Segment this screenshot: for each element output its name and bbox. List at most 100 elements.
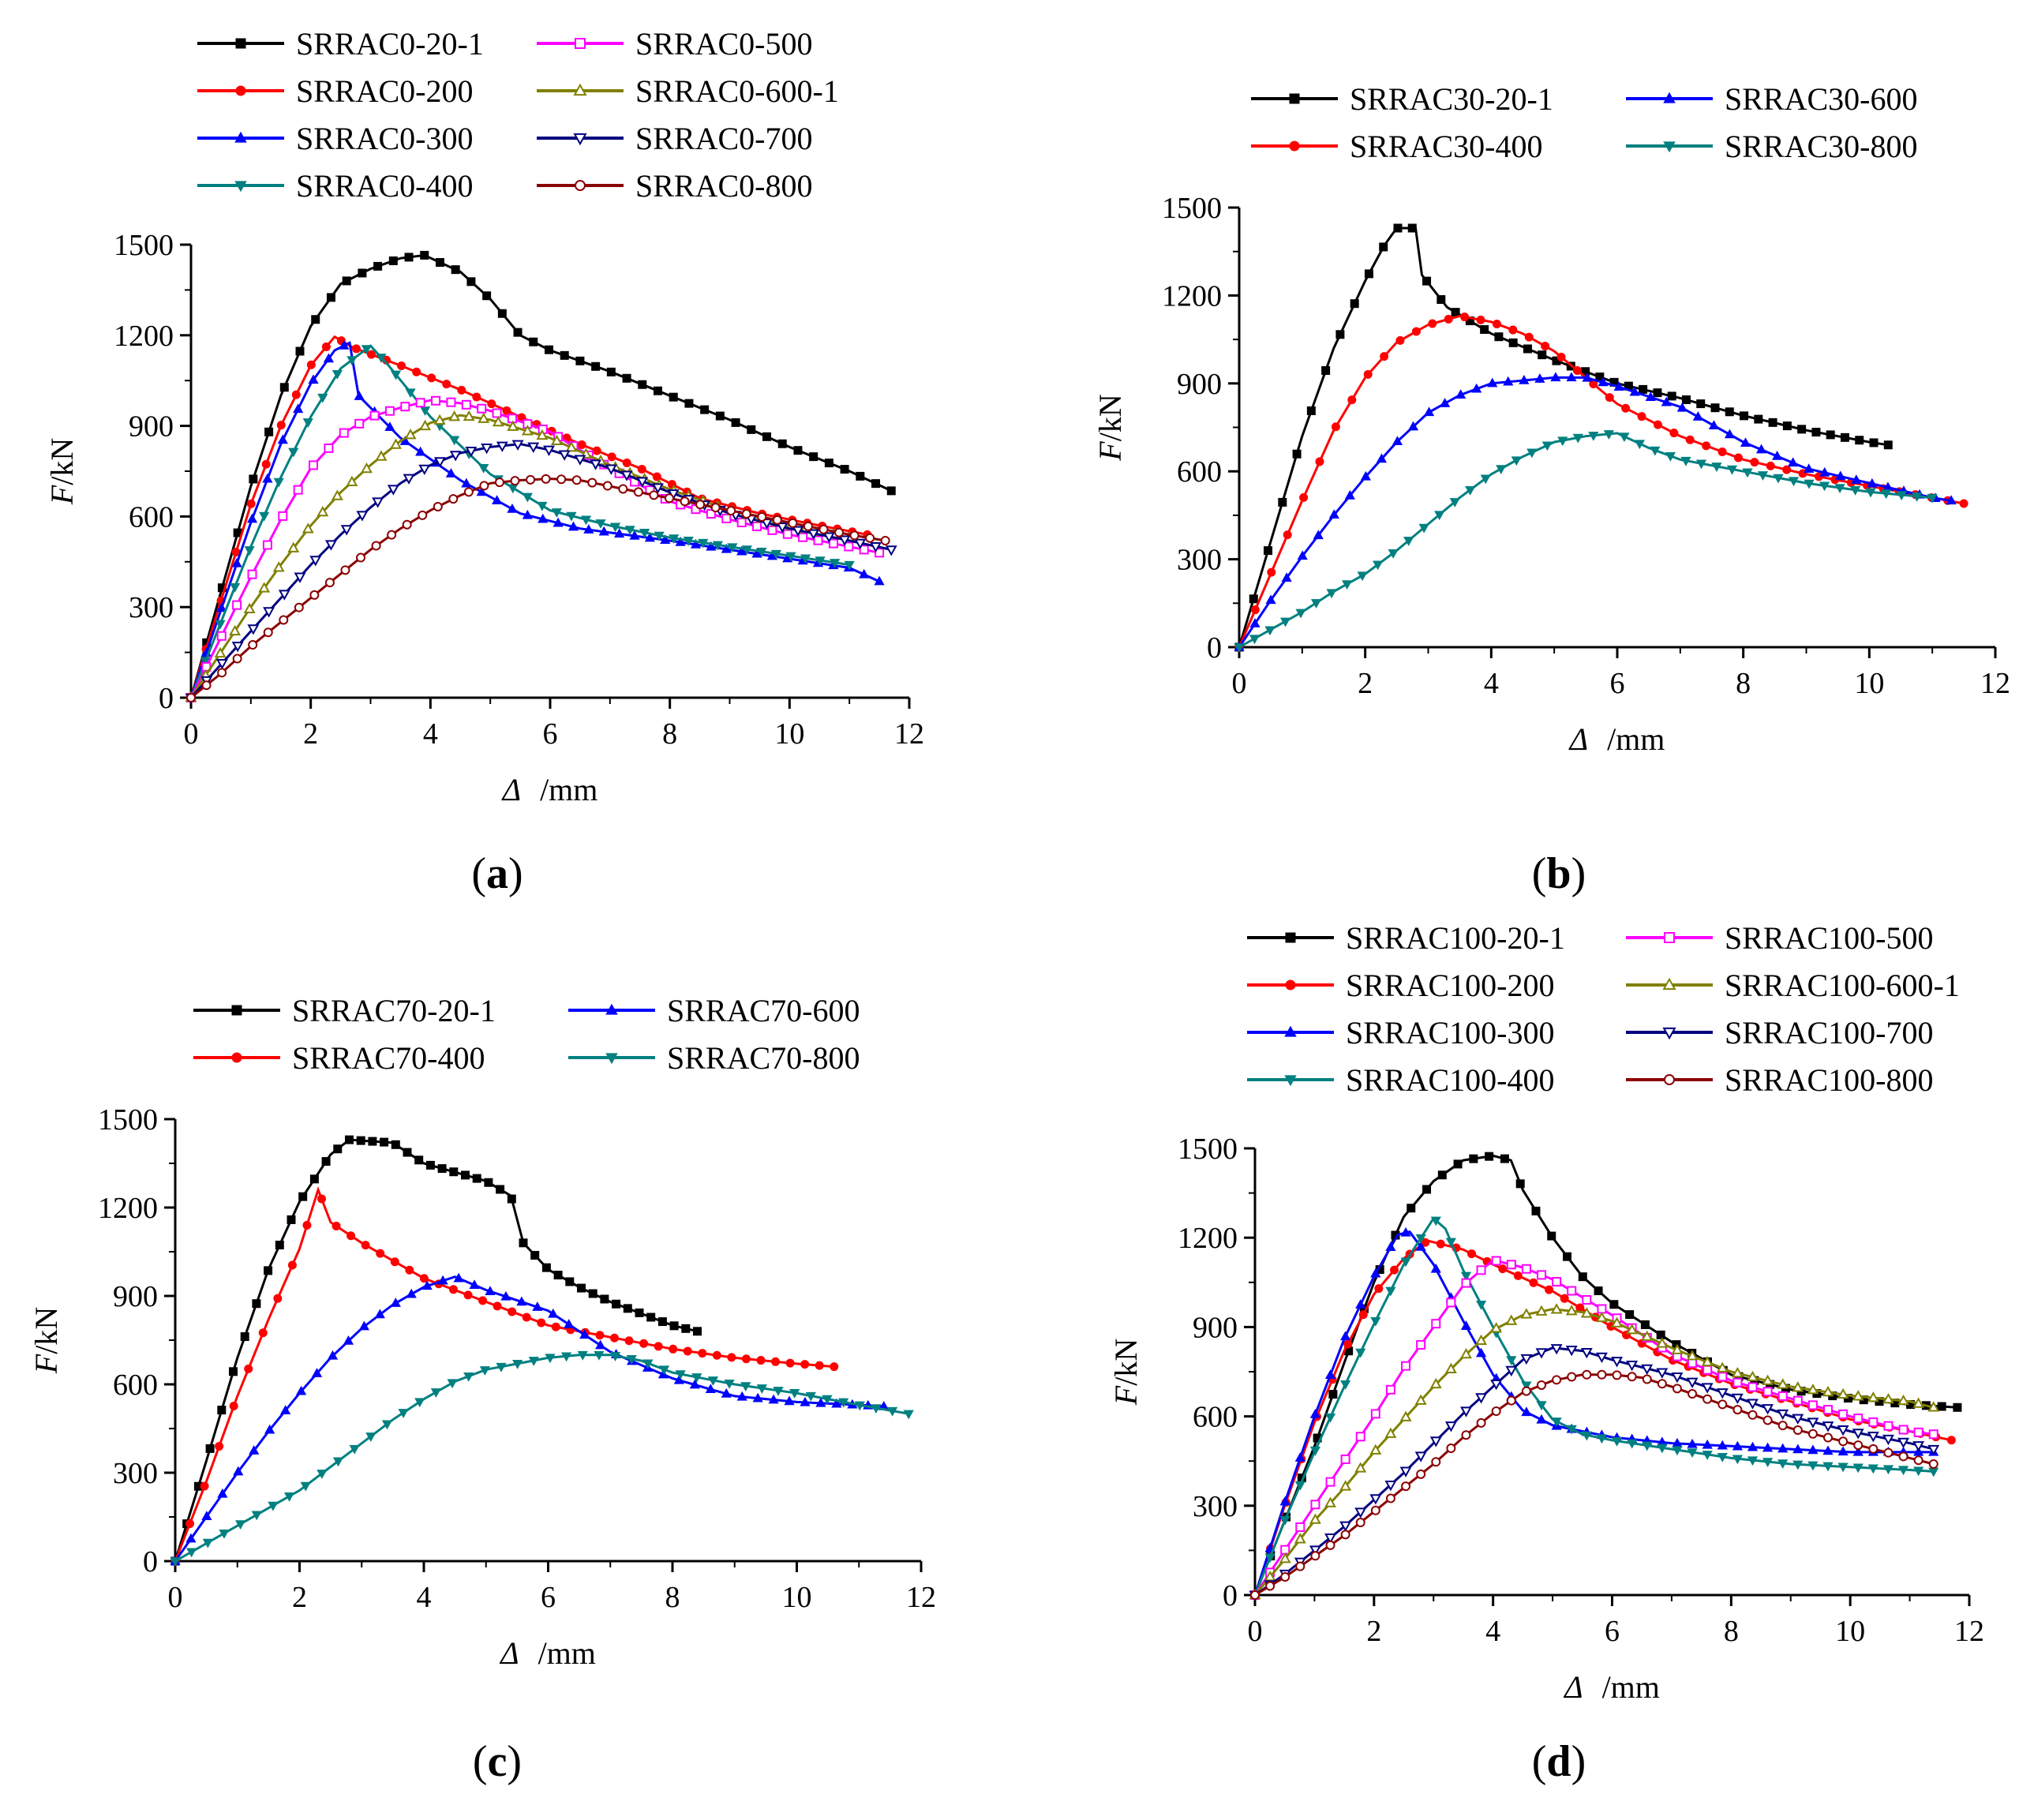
series-marker: [665, 494, 673, 502]
legend-label: SRRAC100-400: [1346, 1062, 1555, 1098]
series-marker: [1641, 1320, 1649, 1328]
series-marker: [566, 1278, 574, 1286]
series-marker: [1342, 1455, 1350, 1463]
legend-swatch-marker: [1290, 94, 1299, 103]
series-marker: [309, 461, 317, 469]
series-marker: [727, 507, 735, 515]
series-marker: [1372, 1410, 1380, 1417]
x-tick-label: 6: [543, 717, 558, 751]
series-marker: [1341, 1331, 1350, 1339]
series-marker: [825, 459, 833, 467]
x-tick-label: 2: [1358, 667, 1373, 700]
y-tick-label: 1200: [98, 1192, 158, 1225]
series-marker: [1583, 1296, 1590, 1304]
series-marker: [1869, 1445, 1877, 1453]
series-marker: [234, 655, 242, 663]
x-tick-label: 4: [1484, 667, 1499, 700]
series-marker: [1960, 500, 1968, 507]
series-marker: [887, 487, 895, 495]
series-marker: [578, 1284, 586, 1292]
series-marker: [279, 616, 287, 624]
series-marker: [1915, 1429, 1923, 1436]
y-tick-label: 600: [113, 1369, 158, 1402]
x-axis-symbol: Δ: [501, 772, 521, 807]
series-marker: [1470, 1155, 1478, 1163]
series-marker: [1594, 1287, 1602, 1295]
series-marker: [186, 1520, 194, 1528]
series-marker: [804, 522, 812, 530]
series-marker: [326, 579, 334, 586]
series-marker: [619, 485, 627, 492]
x-tick-label: 2: [303, 717, 318, 751]
series-marker: [650, 491, 657, 499]
series-marker: [1493, 1407, 1500, 1415]
series-marker: [493, 409, 501, 417]
y-tick-label: 900: [129, 410, 174, 444]
series-marker: [1251, 606, 1259, 614]
series-marker: [426, 1161, 434, 1169]
series-marker: [371, 412, 379, 420]
x-axis-title: Δ/mm: [501, 772, 598, 807]
series-marker: [438, 1165, 446, 1173]
panel-label-paren: (: [1532, 849, 1547, 898]
series-marker: [415, 1156, 423, 1164]
series-marker: [728, 1354, 736, 1361]
series-marker: [277, 421, 285, 429]
series-marker: [1523, 1387, 1530, 1395]
series-SRRAC70-20-1: [171, 1136, 702, 1565]
y-axis-unit: /kN: [1108, 1339, 1144, 1386]
series-marker: [763, 433, 771, 440]
series-marker: [1639, 385, 1647, 393]
series-marker: [1930, 1430, 1938, 1438]
x-tick-label: 12: [894, 717, 924, 751]
series-marker: [463, 401, 470, 409]
series-marker: [623, 459, 631, 467]
series-marker: [1748, 1383, 1756, 1391]
series-marker: [1798, 425, 1806, 433]
series-marker: [332, 1222, 340, 1230]
chart-panel-c: 0 2 4 6 8 10 12030060090012001500Δ/mmF/kNSRRAC…: [28, 993, 936, 1786]
series-marker: [233, 601, 241, 609]
series-marker: [1553, 1376, 1560, 1384]
series-marker: [245, 547, 254, 555]
x-tick-label: 10: [1854, 667, 1884, 700]
legend-entry: SRRAC0-200: [197, 73, 474, 109]
series-marker: [658, 1318, 666, 1326]
series-marker: [358, 269, 366, 277]
series-marker: [1407, 1204, 1415, 1212]
series-marker: [465, 488, 473, 496]
legend-swatch-marker: [1665, 1075, 1674, 1084]
series-line: [191, 479, 886, 698]
x-tick-label: 8: [1724, 1615, 1739, 1648]
series-marker: [604, 482, 612, 490]
legend-swatch-marker: [236, 39, 245, 48]
series-marker: [388, 531, 395, 539]
series-marker: [578, 440, 586, 448]
series-marker: [786, 1359, 794, 1367]
series-marker: [1740, 412, 1748, 420]
series-marker: [601, 1295, 609, 1303]
legend-swatch-marker: [232, 1053, 242, 1062]
y-tick-label: 300: [113, 1457, 158, 1490]
legend-label: SRRAC100-500: [1725, 920, 1934, 956]
series-marker: [1682, 395, 1690, 403]
y-tick-label: 600: [1177, 455, 1222, 489]
series-marker: [357, 554, 365, 562]
series-marker: [299, 1193, 307, 1200]
series-marker: [1764, 1416, 1772, 1424]
series-marker: [1357, 1432, 1365, 1440]
series-marker: [1342, 1530, 1350, 1538]
series-marker: [449, 1286, 457, 1294]
series-marker: [508, 1308, 516, 1316]
series-marker: [682, 1324, 690, 1332]
series-marker: [669, 1345, 677, 1353]
series-marker: [1613, 1371, 1621, 1379]
series-marker: [1412, 328, 1420, 335]
x-axis-title: Δ/mm: [1563, 1669, 1660, 1705]
series-marker: [1523, 345, 1531, 353]
series-marker: [1884, 441, 1892, 449]
series-marker: [830, 1363, 838, 1371]
series-marker: [376, 1249, 384, 1257]
legend-label: SRRAC0-600-1: [635, 73, 839, 109]
series-marker: [369, 1137, 376, 1145]
